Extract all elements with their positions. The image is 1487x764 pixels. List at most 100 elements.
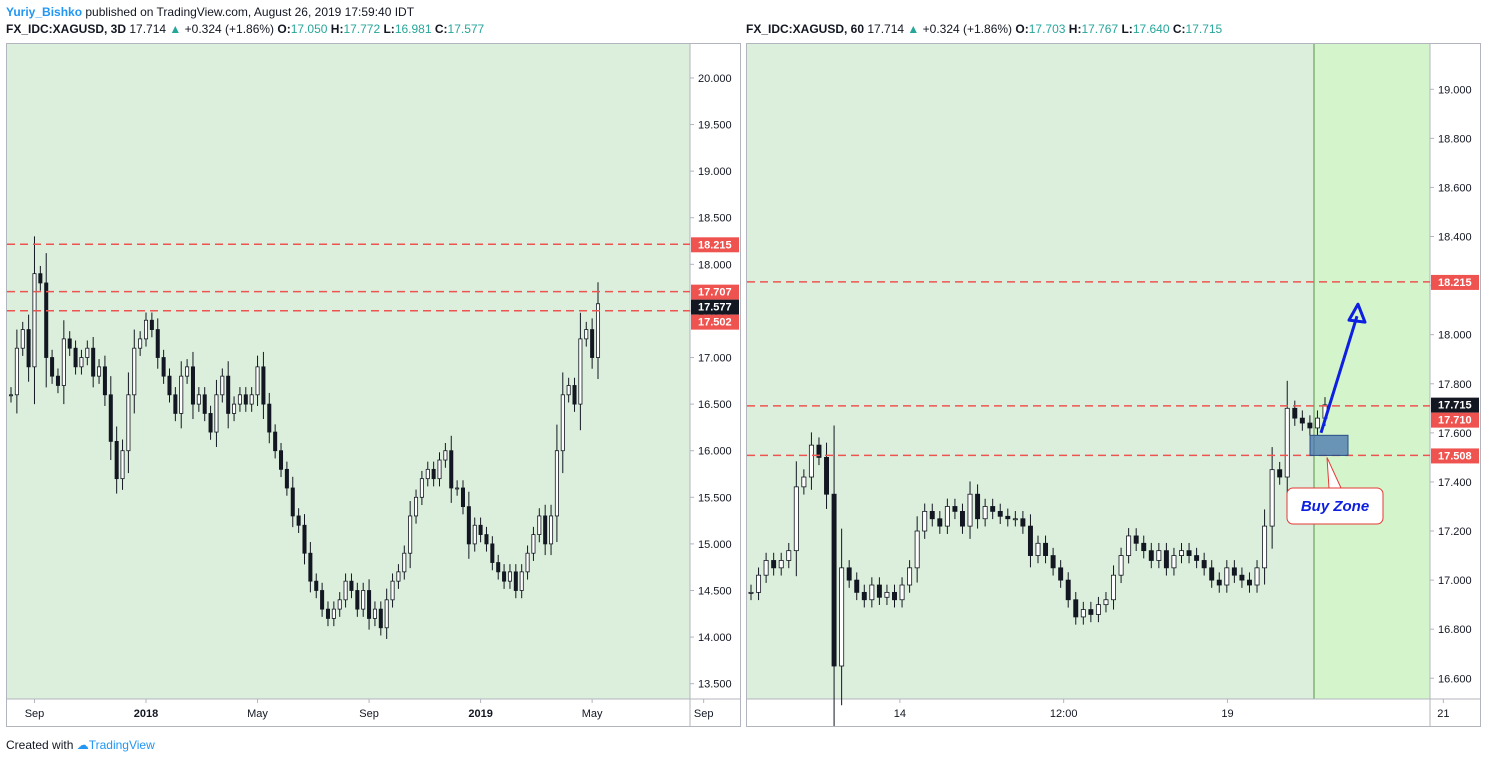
plot-background — [7, 44, 690, 699]
y-tick-label: 18.500 — [698, 213, 732, 225]
candle-body — [1314, 417, 1320, 429]
y-tick-label: 15.000 — [698, 539, 732, 551]
chart-panel-60[interactable]: 16.600 16.800 17.000 17.200 17.400 17.600 17.8… — [746, 43, 1481, 727]
candle-body — [771, 560, 777, 569]
candle-body — [79, 357, 84, 368]
chart-panel-3d[interactable]: 13.500 14.000 14.500 15.000 15.500 16.000 16.5… — [6, 43, 741, 727]
high-left: 17.772 — [343, 22, 381, 36]
candle-body — [384, 599, 389, 629]
tradingview-logo-icon: ☁ — [76, 738, 89, 752]
candle-body — [237, 394, 242, 405]
candle-body — [355, 590, 360, 610]
candle-body — [419, 478, 424, 498]
open-left: 17.050 — [290, 22, 328, 36]
candle-body — [1277, 469, 1283, 478]
candle-body — [226, 375, 231, 414]
y-tick-label: 16.500 — [698, 399, 732, 411]
price-label-bg — [1431, 397, 1479, 413]
y-tick-label: 18.000 — [1438, 330, 1472, 342]
candle-body — [748, 591, 754, 594]
candle-body — [437, 459, 442, 480]
y-tick-label: 16.600 — [1438, 673, 1472, 685]
candle-body — [839, 567, 845, 667]
candle-body — [449, 450, 454, 489]
last-left: 17.714 — [129, 22, 167, 36]
candle-body — [185, 366, 190, 377]
candle-body — [944, 506, 950, 527]
candle-body — [1111, 574, 1117, 601]
candle-body — [1043, 542, 1049, 556]
candle-body — [1201, 560, 1207, 569]
candle-body — [531, 534, 536, 554]
x-tick-label: May — [247, 708, 268, 720]
candle-body — [214, 394, 219, 433]
candle-body — [1088, 609, 1094, 615]
candle-body — [349, 580, 354, 591]
candle-body — [202, 394, 207, 414]
candle-body — [255, 366, 260, 396]
candle-body — [314, 580, 319, 591]
author-name[interactable]: Yuriy_Bishko — [6, 5, 83, 19]
candle-body — [443, 450, 448, 461]
price-label: 17.710 — [1438, 415, 1472, 427]
candle-body — [907, 567, 913, 586]
candle-body — [114, 440, 119, 480]
candle-body — [959, 510, 965, 527]
candle-body — [1148, 550, 1154, 561]
candle-body — [1012, 518, 1018, 521]
candle-body — [854, 579, 860, 593]
y-tick-label: 18.400 — [1438, 232, 1472, 244]
candle-body — [793, 486, 799, 552]
candle-body — [831, 493, 837, 667]
candle-body — [455, 487, 460, 490]
chart-3d-svg[interactable]: 13.500 14.000 14.500 15.000 15.500 16.000 16.5… — [7, 44, 740, 726]
candle-body — [91, 347, 96, 377]
candle-body — [507, 571, 512, 582]
candle-body — [484, 534, 489, 545]
chart-60-svg[interactable]: 16.600 16.800 17.000 17.200 17.400 17.600 17.8… — [747, 44, 1480, 726]
candle-body — [846, 567, 852, 581]
callout-pointer — [1326, 457, 1342, 489]
candle-body — [173, 394, 178, 414]
candle-body — [1035, 542, 1041, 556]
candle-body — [1209, 567, 1215, 581]
y-tick-label: 17.000 — [698, 353, 732, 365]
candle-body — [61, 338, 66, 386]
close-right: 17.715 — [1185, 22, 1223, 36]
candle-body — [929, 510, 935, 520]
candle-body — [1103, 599, 1109, 606]
candle-body — [149, 319, 154, 330]
candle-body — [937, 518, 943, 527]
candle-body — [478, 524, 483, 535]
candle-body — [975, 493, 981, 520]
candle-body — [876, 584, 882, 598]
price-label-bg — [1431, 448, 1479, 464]
candle-body — [331, 608, 336, 619]
price-label: 17.715 — [1438, 400, 1472, 412]
candle-body — [566, 385, 571, 396]
target-arrow — [1319, 315, 1359, 434]
candle-body — [85, 347, 90, 358]
candle-body — [861, 591, 867, 601]
high-right: 17.767 — [1081, 22, 1119, 36]
candle-body — [378, 608, 383, 629]
candle-body — [1224, 567, 1230, 586]
candle-body — [590, 329, 595, 358]
candle-body — [243, 394, 248, 405]
candle-body — [1118, 555, 1124, 576]
candle-body — [32, 273, 37, 368]
price-label-bg — [691, 314, 739, 330]
candle-body — [290, 487, 295, 517]
candle-body — [261, 366, 266, 405]
footer-brand[interactable]: TradingView — [88, 738, 155, 752]
candle-body — [1027, 525, 1033, 556]
candle-body — [308, 552, 313, 582]
candle-body — [1163, 550, 1169, 569]
candle-body — [1239, 574, 1245, 581]
candle-body — [1050, 555, 1056, 569]
candle-body — [1269, 469, 1275, 527]
candle-body — [892, 591, 897, 601]
candle-body — [922, 510, 928, 532]
candle-body — [472, 524, 477, 545]
y-tick-label: 17.800 — [1438, 379, 1472, 391]
